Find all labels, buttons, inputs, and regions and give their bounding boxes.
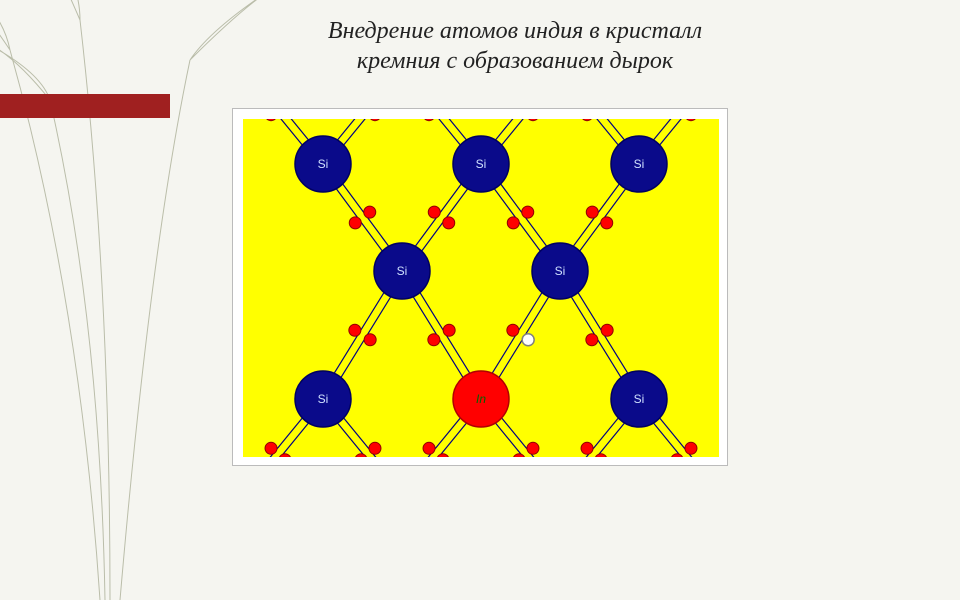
svg-text:Si: Si (634, 392, 645, 406)
svg-text:Si: Si (397, 264, 408, 278)
svg-text:Si: Si (634, 157, 645, 171)
svg-text:In: In (476, 392, 486, 406)
diagram-container: Si Si Si Si Si Si In Si (232, 108, 728, 466)
crystal-lattice-diagram: Si Si Si Si Si Si In Si (243, 119, 717, 455)
svg-text:Si: Si (555, 264, 566, 278)
page-title: Внедрение атомов индия в кристалл кремни… (190, 16, 840, 76)
accent-bar (0, 94, 170, 118)
title-line-2: кремния с образованием дырок (357, 48, 673, 74)
title-line-1: Внедрение атомов индия в кристалл (328, 18, 702, 44)
svg-text:Si: Si (476, 157, 487, 171)
svg-text:Si: Si (318, 157, 329, 171)
svg-text:Si: Si (318, 392, 329, 406)
